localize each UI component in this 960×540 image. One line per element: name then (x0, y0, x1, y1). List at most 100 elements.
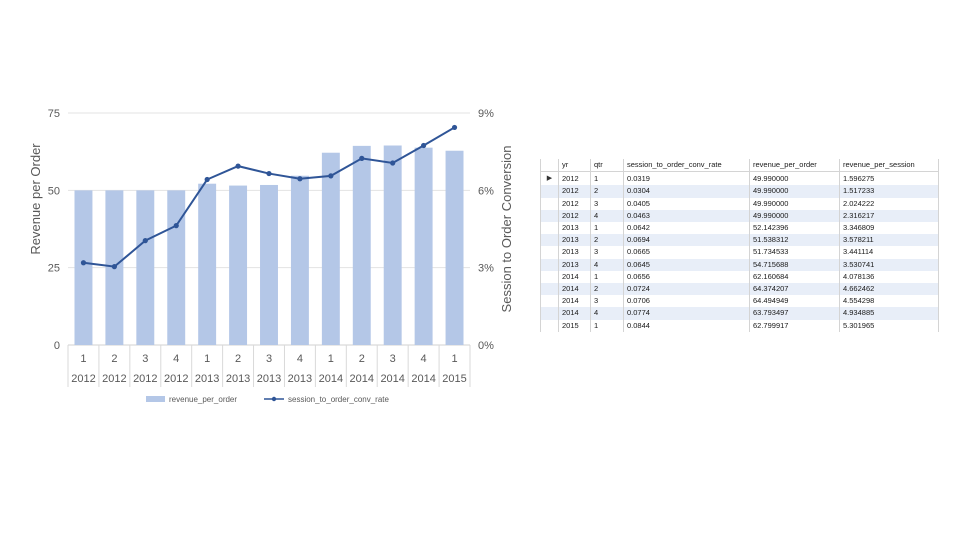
cell-yr[interactable]: 2013 (558, 258, 591, 271)
cell-yr[interactable]: 2014 (558, 295, 591, 308)
row-marker[interactable] (540, 185, 559, 198)
result-grid-row[interactable]: 2012 3 0.0405 49.990000 2.024222 (540, 197, 939, 210)
cell-yr[interactable]: 2014 (558, 270, 591, 284)
cell-revenue_per_session[interactable]: 4.662462 (839, 283, 939, 296)
x-tick-label-qtr: 2 (111, 353, 117, 365)
cell-revenue_per_session[interactable]: 3.530741 (839, 258, 939, 271)
cell-revenue_per_order[interactable]: 64.374207 (749, 283, 840, 296)
cell-session_to_order_conv_rate[interactable]: 0.0405 (623, 197, 750, 210)
cell-qtr[interactable]: 1 (590, 270, 624, 284)
cell-revenue_per_session[interactable]: 2.024222 (839, 197, 939, 210)
cell-session_to_order_conv_rate[interactable]: 0.0645 (623, 258, 750, 271)
column-header-yr[interactable]: yr (558, 159, 591, 173)
cell-revenue_per_order[interactable]: 51.734533 (749, 246, 840, 259)
row-marker[interactable] (540, 283, 559, 296)
cell-revenue_per_order[interactable]: 62.799917 (749, 319, 840, 332)
result-grid-row[interactable]: 2013 4 0.0645 54.715688 3.530741 (540, 258, 939, 271)
cell-revenue_per_session[interactable]: 1.596275 (839, 171, 939, 186)
cell-session_to_order_conv_rate[interactable]: 0.0774 (623, 307, 750, 320)
cell-revenue_per_order[interactable]: 51.538312 (749, 234, 840, 247)
column-header-revenue_per_session[interactable]: revenue_per_session (839, 159, 939, 173)
cell-revenue_per_session[interactable]: 1.517233 (839, 185, 939, 198)
cell-session_to_order_conv_rate[interactable]: 0.0656 (623, 270, 750, 284)
x-tick-label-yr: 2014 (350, 373, 374, 385)
cell-yr[interactable]: 2012 (558, 209, 591, 223)
cell-qtr[interactable]: 2 (590, 283, 624, 296)
cell-revenue_per_order[interactable]: 62.160684 (749, 270, 840, 284)
row-marker[interactable] (540, 319, 559, 332)
cell-revenue_per_session[interactable]: 4.934885 (839, 307, 939, 320)
cell-yr[interactable]: 2012 (558, 171, 591, 186)
cell-yr[interactable]: 2014 (558, 307, 591, 320)
row-marker[interactable] (540, 307, 559, 320)
cell-yr[interactable]: 2013 (558, 246, 591, 259)
cell-revenue_per_order[interactable]: 49.990000 (749, 197, 840, 210)
cell-session_to_order_conv_rate[interactable]: 0.0319 (623, 171, 750, 186)
result-grid-row[interactable]: 2012 2 0.0304 49.990000 1.517233 (540, 185, 939, 198)
row-marker[interactable] (540, 234, 559, 247)
cell-revenue_per_order[interactable]: 49.990000 (749, 209, 840, 223)
cell-qtr[interactable]: 1 (590, 222, 624, 235)
column-header-session_to_order_conv_rate[interactable]: session_to_order_conv_rate (623, 159, 750, 173)
row-marker[interactable] (540, 295, 559, 308)
result-grid-row[interactable]: 2013 1 0.0642 52.142396 3.346809 (540, 222, 939, 235)
cell-session_to_order_conv_rate[interactable]: 0.0304 (623, 185, 750, 198)
cell-session_to_order_conv_rate[interactable]: 0.0665 (623, 246, 750, 259)
cell-qtr[interactable]: 4 (590, 307, 624, 320)
cell-yr[interactable]: 2015 (558, 319, 591, 332)
cell-yr[interactable]: 2013 (558, 222, 591, 235)
cell-revenue_per_session[interactable]: 5.301965 (839, 319, 939, 332)
cell-yr[interactable]: 2012 (558, 197, 591, 210)
column-header-revenue_per_order[interactable]: revenue_per_order (749, 159, 840, 173)
result-grid-row[interactable]: 2015 1 0.0844 62.799917 5.301965 (540, 319, 939, 332)
cell-session_to_order_conv_rate[interactable]: 0.0694 (623, 234, 750, 247)
cell-revenue_per_order[interactable]: 64.494949 (749, 295, 840, 308)
cell-yr[interactable]: 2013 (558, 234, 591, 247)
result-grid-row[interactable]: 2012 4 0.0463 49.990000 2.316217 (540, 209, 939, 223)
cell-qtr[interactable]: 4 (590, 258, 624, 271)
cell-revenue_per_session[interactable]: 3.578211 (839, 234, 939, 247)
cell-session_to_order_conv_rate[interactable]: 0.0463 (623, 209, 750, 223)
cell-qtr[interactable]: 1 (590, 319, 624, 332)
cell-qtr[interactable]: 3 (590, 197, 624, 210)
cell-revenue_per_order[interactable]: 63.793497 (749, 307, 840, 320)
cell-qtr[interactable]: 4 (590, 209, 624, 223)
column-header-qtr[interactable]: qtr (590, 159, 624, 173)
cell-revenue_per_session[interactable]: 3.441114 (839, 246, 939, 259)
cell-session_to_order_conv_rate[interactable]: 0.0844 (623, 319, 750, 332)
cell-revenue_per_order[interactable]: 49.990000 (749, 185, 840, 198)
row-marker[interactable] (540, 258, 559, 271)
cell-revenue_per_order[interactable]: 54.715688 (749, 258, 840, 271)
cell-revenue_per_session[interactable]: 2.316217 (839, 209, 939, 223)
cell-qtr[interactable]: 3 (590, 246, 624, 259)
cell-revenue_per_order[interactable]: 49.990000 (749, 171, 840, 186)
cell-session_to_order_conv_rate[interactable]: 0.0724 (623, 283, 750, 296)
cell-session_to_order_conv_rate[interactable]: 0.0706 (623, 295, 750, 308)
result-grid-row[interactable]: ▶ 2012 1 0.0319 49.990000 1.596275 (540, 171, 939, 186)
result-grid-row[interactable]: 2013 2 0.0694 51.538312 3.578211 (540, 234, 939, 247)
result-grid-row[interactable]: 2014 2 0.0724 64.374207 4.662462 (540, 283, 939, 296)
cell-session_to_order_conv_rate[interactable]: 0.0642 (623, 222, 750, 235)
row-marker[interactable] (540, 209, 559, 223)
cell-qtr[interactable]: 3 (590, 295, 624, 308)
result-grid-row[interactable]: 2014 1 0.0656 62.160684 4.078136 (540, 270, 939, 284)
cell-yr[interactable]: 2014 (558, 283, 591, 296)
result-grid-row[interactable]: 2013 3 0.0665 51.734533 3.441114 (540, 246, 939, 259)
result-grid-row[interactable]: 2014 3 0.0706 64.494949 4.554298 (540, 295, 939, 308)
cell-revenue_per_session[interactable]: 4.554298 (839, 295, 939, 308)
row-marker[interactable] (540, 246, 559, 259)
cell-qtr[interactable]: 1 (590, 171, 624, 186)
row-marker[interactable] (540, 197, 559, 210)
cell-revenue_per_session[interactable]: 3.346809 (839, 222, 939, 235)
cell-qtr[interactable]: 2 (590, 234, 624, 247)
row-marker[interactable]: ▶ (540, 171, 559, 186)
cell-revenue_per_order[interactable]: 52.142396 (749, 222, 840, 235)
cell-yr[interactable]: 2012 (558, 185, 591, 198)
y-right-tick-label: 9% (478, 108, 494, 120)
row-marker[interactable] (540, 222, 559, 235)
cell-revenue_per_session[interactable]: 4.078136 (839, 270, 939, 284)
cell-qtr[interactable]: 2 (590, 185, 624, 198)
row-marker[interactable] (540, 270, 559, 284)
result-grid-row[interactable]: 2014 4 0.0774 63.793497 4.934885 (540, 307, 939, 320)
